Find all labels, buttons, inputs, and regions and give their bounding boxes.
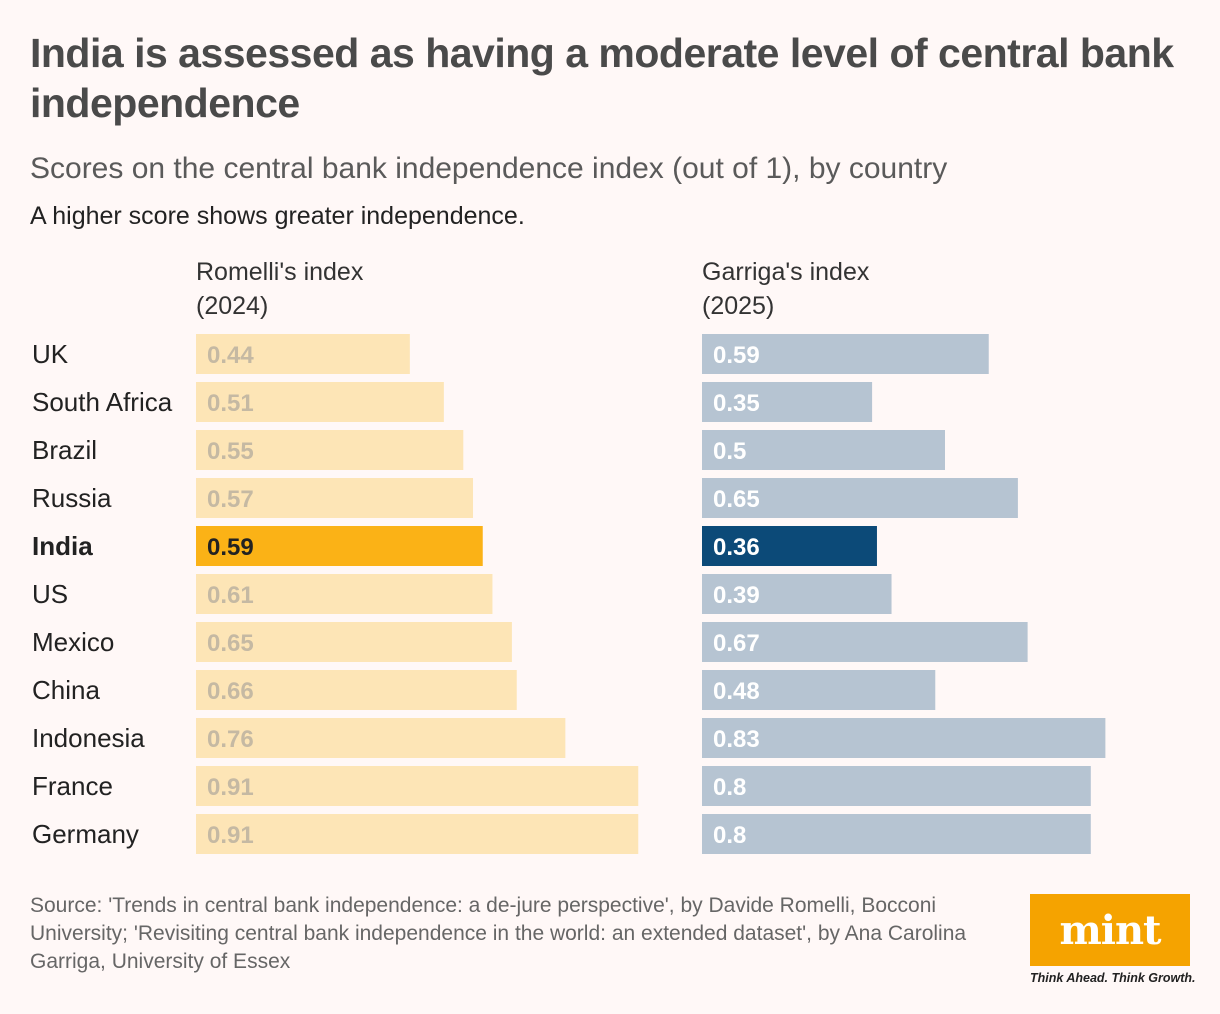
romelli-bar-france [196,766,639,806]
garriga-bar-uk [702,334,989,374]
garriga-bar-brazil [702,430,945,470]
chart-subtitle: Scores on the central bank independence … [30,152,948,185]
romelli-series-header: Romelli's index (2024) [196,255,496,323]
category-label-germany: Germany [32,819,139,849]
garriga-value-label-india: 0.36 [713,534,760,561]
garriga-value-label-south-africa: 0.35 [713,390,760,417]
romelli-bar-us [196,574,493,614]
garriga-bar-south-africa [702,382,873,422]
romelli-bar-russia [196,478,474,518]
garriga-bar-russia [702,478,1018,518]
category-label-indonesia: Indonesia [32,723,145,753]
romelli-bar-mexico [196,622,512,662]
garriga-value-label-mexico: 0.67 [713,630,760,657]
romelli-value-label-us: 0.61 [207,582,254,609]
garriga-bar-india [702,526,877,566]
bar-chart: UK 0.44 0.59 South Africa 0.51 0.35 Brazil 0.55… [32,334,1106,854]
garriga-bar-france [702,766,1091,806]
category-label-france: France [32,771,113,801]
category-label-south-africa: South Africa [32,387,173,417]
romelli-series-name: Romelli's index [196,258,364,286]
source-note: Source: 'Trends in central bank independ… [30,894,967,973]
chart-title: India is assessed as having a moderate l… [30,30,1174,126]
garriga-value-label-china: 0.48 [713,678,760,705]
garriga-bar-us [702,574,892,614]
garriga-value-label-indonesia: 0.83 [713,726,760,753]
romelli-value-label-indonesia: 0.76 [207,726,254,753]
romelli-bar-uk [196,334,410,374]
garriga-series-name: Garriga's index [702,258,870,286]
garriga-value-label-brazil: 0.5 [713,438,746,465]
romelli-value-label-russia: 0.57 [207,486,254,513]
category-label-china: China [32,675,100,705]
romelli-value-label-china: 0.66 [207,678,254,705]
romelli-bar-south-africa [196,382,444,422]
garriga-series-year: (2025) [702,292,775,320]
romelli-value-label-india: 0.59 [207,534,254,561]
category-label-uk: UK [32,339,69,369]
romelli-value-label-france: 0.91 [207,774,254,801]
mint-logo: mint [1030,894,1190,966]
romelli-bar-china [196,670,517,710]
romelli-series-year: (2024) [196,292,269,320]
romelli-bar-india [196,526,483,566]
garriga-bar-mexico [702,622,1028,662]
garriga-value-label-russia: 0.65 [713,486,760,513]
romelli-bar-germany [196,814,639,854]
garriga-value-label-germany: 0.8 [713,822,746,849]
romelli-value-label-germany: 0.91 [207,822,254,849]
garriga-value-label-us: 0.39 [713,582,760,609]
chart-note: A higher score shows greater independenc… [30,202,525,230]
romelli-value-label-brazil: 0.55 [207,438,254,465]
category-label-mexico: Mexico [32,627,114,657]
category-label-india: India [32,531,93,561]
logo-text: mint [1059,906,1161,954]
romelli-bar-indonesia [196,718,566,758]
romelli-bar-brazil [196,430,464,470]
garriga-series-header: Garriga's index (2025) [702,255,1002,323]
category-label-brazil: Brazil [32,435,97,465]
category-label-russia: Russia [32,483,112,513]
garriga-value-label-uk: 0.59 [713,342,760,369]
garriga-value-label-france: 0.8 [713,774,746,801]
category-label-us: US [32,579,68,609]
garriga-bar-germany [702,814,1091,854]
romelli-value-label-south-africa: 0.51 [207,390,254,417]
romelli-value-label-mexico: 0.65 [207,630,254,657]
romelli-value-label-uk: 0.44 [207,342,254,369]
garriga-bar-indonesia [702,718,1106,758]
garriga-bar-china [702,670,936,710]
logo-tagline: Think Ahead. Think Growth. [1030,971,1196,985]
